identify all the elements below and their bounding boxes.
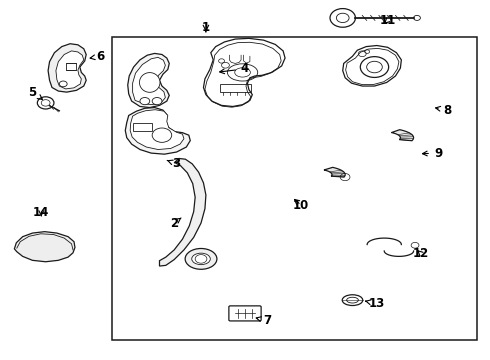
Ellipse shape xyxy=(140,73,160,92)
Text: 14: 14 xyxy=(33,206,49,219)
Bar xyxy=(133,123,152,131)
Polygon shape xyxy=(14,231,75,262)
Polygon shape xyxy=(56,51,84,89)
Polygon shape xyxy=(128,53,169,108)
Polygon shape xyxy=(133,57,165,105)
Polygon shape xyxy=(48,44,86,92)
Text: 7: 7 xyxy=(256,314,271,327)
Bar xyxy=(220,84,251,92)
Circle shape xyxy=(41,100,50,106)
Bar xyxy=(112,37,477,339)
Text: 5: 5 xyxy=(28,86,43,99)
Text: 1: 1 xyxy=(202,21,210,34)
Text: 11: 11 xyxy=(380,14,396,27)
Ellipse shape xyxy=(192,253,210,265)
Circle shape xyxy=(195,255,207,263)
Polygon shape xyxy=(392,130,414,141)
Text: 9: 9 xyxy=(422,147,442,159)
Circle shape xyxy=(140,98,150,105)
Bar xyxy=(66,63,76,69)
Text: 8: 8 xyxy=(436,104,452,117)
Text: 4: 4 xyxy=(220,62,249,75)
FancyBboxPatch shape xyxy=(229,306,261,321)
Polygon shape xyxy=(130,110,184,149)
Polygon shape xyxy=(324,167,345,177)
Polygon shape xyxy=(159,158,206,266)
Circle shape xyxy=(152,98,162,105)
Polygon shape xyxy=(125,108,190,154)
Text: 2: 2 xyxy=(170,216,181,230)
Text: 3: 3 xyxy=(167,157,181,170)
Polygon shape xyxy=(343,45,401,86)
Circle shape xyxy=(152,128,171,142)
Ellipse shape xyxy=(185,248,217,269)
Text: 10: 10 xyxy=(293,199,309,212)
Text: 13: 13 xyxy=(366,297,385,310)
Circle shape xyxy=(59,81,67,87)
Ellipse shape xyxy=(342,295,363,306)
Text: 6: 6 xyxy=(90,50,105,63)
Text: 12: 12 xyxy=(413,247,429,260)
Polygon shape xyxy=(203,39,285,107)
Circle shape xyxy=(37,97,54,109)
